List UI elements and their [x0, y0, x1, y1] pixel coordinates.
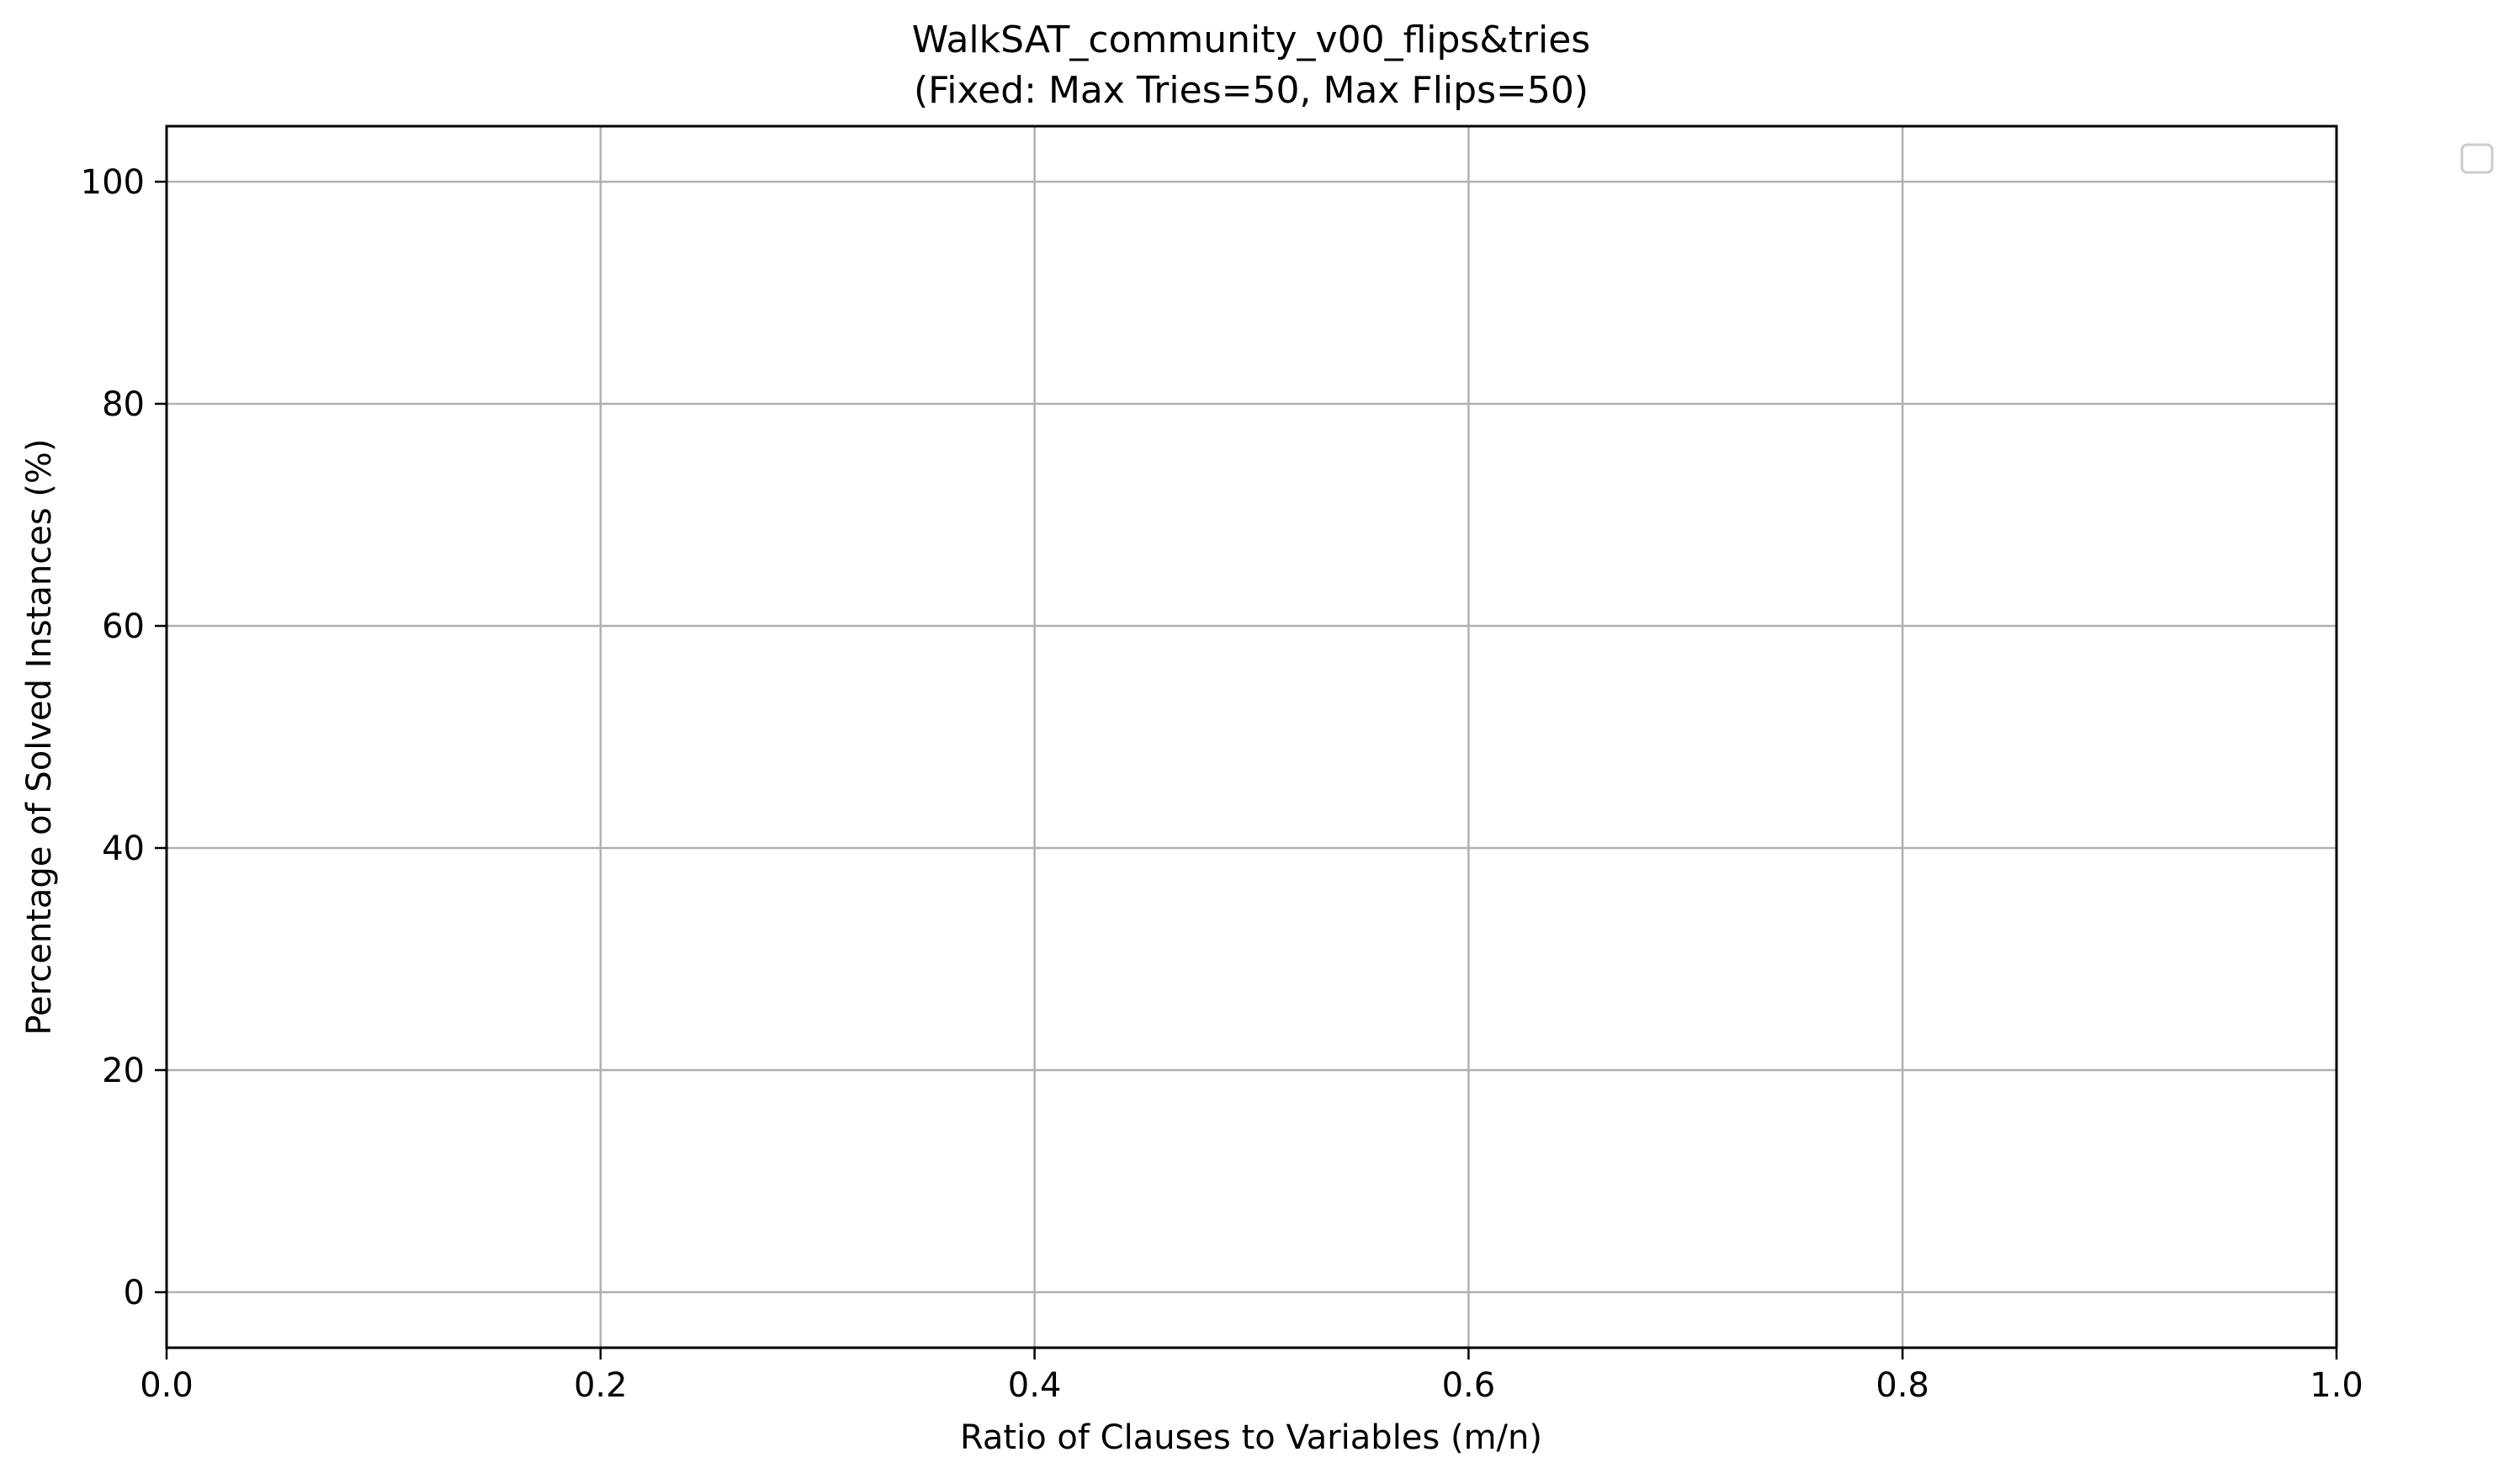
y-tick-label: 20 [102, 1052, 145, 1090]
y-tick-label: 40 [102, 829, 145, 868]
y-axis-label: Percentage of Solved Instances (%) [20, 438, 59, 1035]
y-tick-label: 60 [102, 607, 145, 646]
y-tick-label: 0 [124, 1274, 145, 1312]
x-axis-label: Ratio of Clauses to Variables (m/n) [960, 1418, 1542, 1457]
x-tick-label: 0.4 [1008, 1366, 1062, 1405]
chart-subtitle: (Fixed: Max Tries=50, Max Flips=50) [914, 69, 1589, 112]
x-tick-label: 1.0 [2310, 1366, 2363, 1405]
axis-ticks: 0.0 0.2 0.4 0.6 0.8 1.0 0 20 40 60 80 100 [81, 163, 2363, 1405]
x-tick-label: 0.2 [574, 1366, 628, 1405]
x-tick-label: 0.6 [1442, 1366, 1496, 1405]
x-tick-label: 0.8 [1875, 1366, 1929, 1405]
chart-title: WalkSAT_community_v00_flips&tries [912, 19, 1590, 61]
legend-box[interactable] [2460, 143, 2494, 174]
x-tick-label: 0.0 [140, 1366, 194, 1405]
y-tick-label: 100 [81, 163, 145, 202]
y-tick-label: 80 [102, 385, 145, 424]
plot-area-frame [165, 125, 2338, 1349]
